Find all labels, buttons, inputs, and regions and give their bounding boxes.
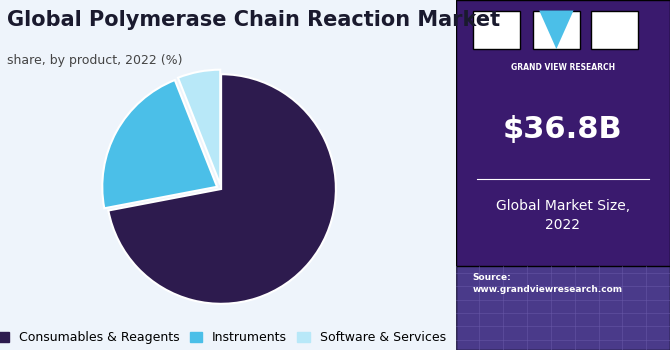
Text: share, by product, 2022 (%): share, by product, 2022 (%) xyxy=(7,54,182,67)
FancyBboxPatch shape xyxy=(456,0,670,350)
Text: $36.8B: $36.8B xyxy=(503,115,622,144)
Wedge shape xyxy=(109,74,336,304)
FancyBboxPatch shape xyxy=(591,10,638,49)
Text: Source:
www.grandviewresearch.com: Source: www.grandviewresearch.com xyxy=(473,273,623,294)
FancyBboxPatch shape xyxy=(473,10,520,49)
Wedge shape xyxy=(178,70,220,184)
Text: Global Market Size,
2022: Global Market Size, 2022 xyxy=(496,199,630,232)
FancyBboxPatch shape xyxy=(533,10,580,49)
FancyBboxPatch shape xyxy=(456,266,670,350)
Text: Global Polymerase Chain Reaction Market: Global Polymerase Chain Reaction Market xyxy=(7,10,500,30)
Legend: Consumables & Reagents, Instruments, Software & Services: Consumables & Reagents, Instruments, Sof… xyxy=(0,326,451,349)
Wedge shape xyxy=(103,80,217,208)
Polygon shape xyxy=(539,10,574,49)
Text: GRAND VIEW RESEARCH: GRAND VIEW RESEARCH xyxy=(511,63,615,72)
